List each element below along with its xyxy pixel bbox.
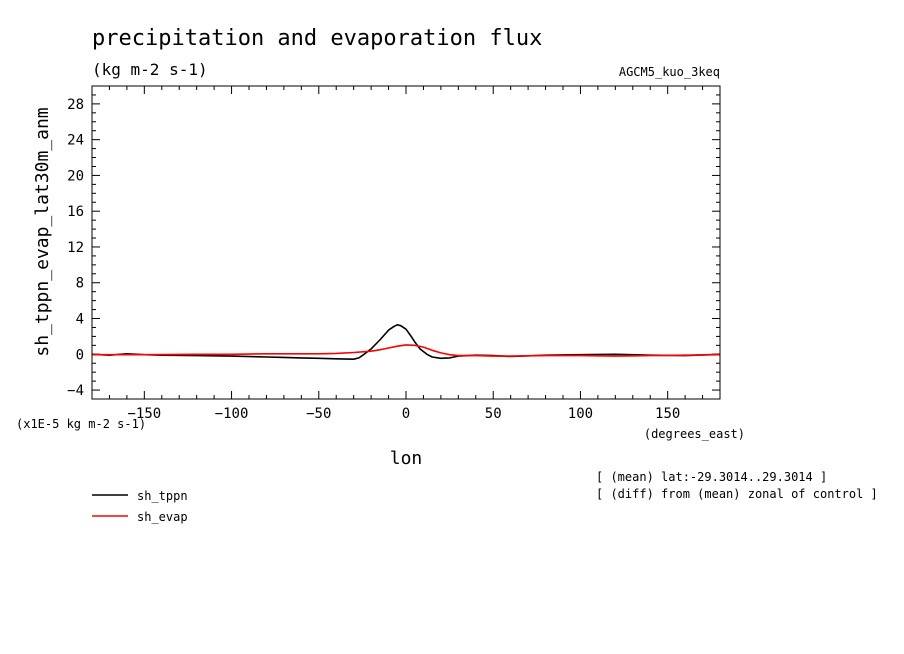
- x-tick-label: −150: [127, 406, 161, 422]
- plot-frame: [91, 85, 721, 400]
- x-tick-label: 50: [485, 406, 502, 422]
- y-tick-label: 24: [67, 133, 84, 149]
- info-line-2: [ (diff) from (mean) zonal of control ]: [596, 487, 878, 501]
- y-tick-label: 20: [67, 168, 84, 184]
- y-tick-label: −4: [67, 383, 84, 399]
- legend-label-sh-tppn: sh_tppn: [137, 489, 188, 503]
- plot-area: −150 −100 −50 0 50 100 150 −4 0 4 8 12 16 20 24 28: [67, 85, 721, 422]
- x-tick-label: 0: [402, 406, 410, 422]
- x-axis-label: lon: [390, 448, 423, 469]
- y-scale-note: (x1E-5 kg m-2 s-1): [16, 417, 146, 431]
- series-lines: [91, 323, 721, 361]
- y-tick-label: 8: [76, 276, 84, 292]
- x-tick-label: −100: [215, 406, 249, 422]
- run-label: AGCM5_kuo_3keq: [619, 65, 720, 79]
- x-tick-label: 100: [568, 406, 593, 422]
- y-tick-label: 28: [67, 97, 84, 113]
- x-units-label: (degrees_east): [644, 427, 745, 441]
- x-tick-label: 150: [655, 406, 680, 422]
- axis-ticks: [91, 85, 721, 400]
- y-tick-label: 12: [67, 240, 84, 256]
- legend: sh_tppn sh_evap: [92, 489, 188, 524]
- y-tick-label: 16: [67, 204, 84, 220]
- axis-tick-labels: −150 −100 −50 0 50 100 150 −4 0 4 8 12 16 20 24 28: [67, 97, 680, 422]
- y-axis-label: sh_tppn_evap_lat30m_anm: [32, 107, 53, 356]
- x-tick-label: −50: [306, 406, 331, 422]
- chart-title: precipitation and evaporation flux: [92, 26, 542, 51]
- y-tick-label: 4: [76, 312, 84, 328]
- chart-subtitle: (kg m-2 s-1): [92, 60, 208, 79]
- y-tick-label: 0: [76, 347, 84, 363]
- series-line-sh-evap: [92, 344, 721, 357]
- info-line-1: [ (mean) lat:-29.3014..29.3014 ]: [596, 470, 827, 484]
- legend-label-sh-evap: sh_evap: [137, 510, 188, 524]
